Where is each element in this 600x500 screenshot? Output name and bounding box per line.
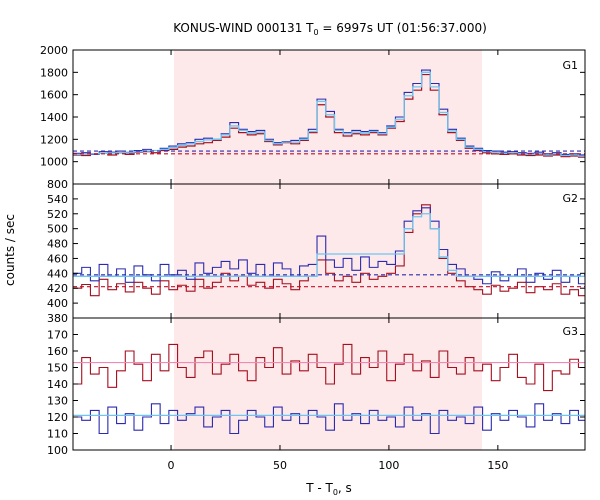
y-tick-label: 420 — [47, 282, 68, 295]
y-tick-label: 800 — [47, 178, 68, 191]
panel-g3: 100 110 120 130 140 150 160 170 G3 — [47, 318, 585, 457]
y-tick-label: 110 — [47, 428, 68, 441]
y-tick-label: 100 — [47, 444, 68, 457]
y-tick-label: 400 — [47, 297, 68, 310]
y-tick-label: 120 — [47, 411, 68, 424]
y-tick-label: 1000 — [40, 156, 68, 169]
y-tick-label: 460 — [47, 252, 68, 265]
panel-label-g3: G3 — [562, 325, 578, 338]
g2-series-1 — [73, 204, 585, 297]
x-tick-label: 100 — [378, 459, 399, 472]
y-tick-label: 170 — [47, 329, 68, 342]
y-tick-label: 480 — [47, 238, 68, 251]
y-tick-label: 160 — [47, 345, 68, 358]
y-tick-label: 520 — [47, 208, 68, 221]
g3-series-3 — [73, 403, 585, 435]
panel-g1: 800 1000 1200 1400 1600 1800 2000 G1 — [40, 44, 585, 191]
y-tick-label: 140 — [47, 378, 68, 391]
g1-series-3 — [73, 71, 585, 157]
y-tick-label: 1600 — [40, 89, 68, 102]
panel-frames — [72, 49, 586, 451]
g2-series-3 — [73, 213, 585, 277]
y-tick-label: 500 — [47, 223, 68, 236]
x-tick-label: 150 — [487, 459, 508, 472]
y-tick-label: 130 — [47, 395, 68, 408]
y-axis-ticks-g3: 100 110 120 130 140 150 160 170 — [47, 329, 585, 457]
x-tick-label: 0 — [168, 459, 175, 472]
x-axis-label: T - T0, s — [305, 481, 352, 497]
y-tick-label: 440 — [47, 267, 68, 280]
x-axis-ticks: 0 50 100 150 — [168, 50, 508, 472]
y-axis-ticks-g1: 800 1000 1200 1400 1600 1800 2000 — [40, 44, 585, 191]
panel-label-g2: G2 — [562, 192, 578, 205]
y-tick-label: 1200 — [40, 133, 68, 146]
y-tick-label: 1400 — [40, 111, 68, 124]
y-axis-label: counts / sec — [3, 214, 17, 286]
y-tick-label: 150 — [47, 362, 68, 375]
y-tick-label: 2000 — [40, 44, 68, 57]
chart-title: KONUS-WIND 000131 T0 = 6997s UT (01:56:3… — [173, 21, 487, 37]
panel-label-g1: G1 — [562, 59, 578, 72]
title-subscript: 0 — [313, 28, 318, 37]
y-tick-label: 1800 — [40, 66, 68, 79]
xlabel-subscript: 0 — [333, 488, 338, 497]
burst-interval-shade-g2 — [174, 184, 482, 318]
x-tick-label: 50 — [273, 459, 287, 472]
y-tick-label: 540 — [47, 193, 68, 206]
y-tick-label: 380 — [47, 312, 68, 325]
